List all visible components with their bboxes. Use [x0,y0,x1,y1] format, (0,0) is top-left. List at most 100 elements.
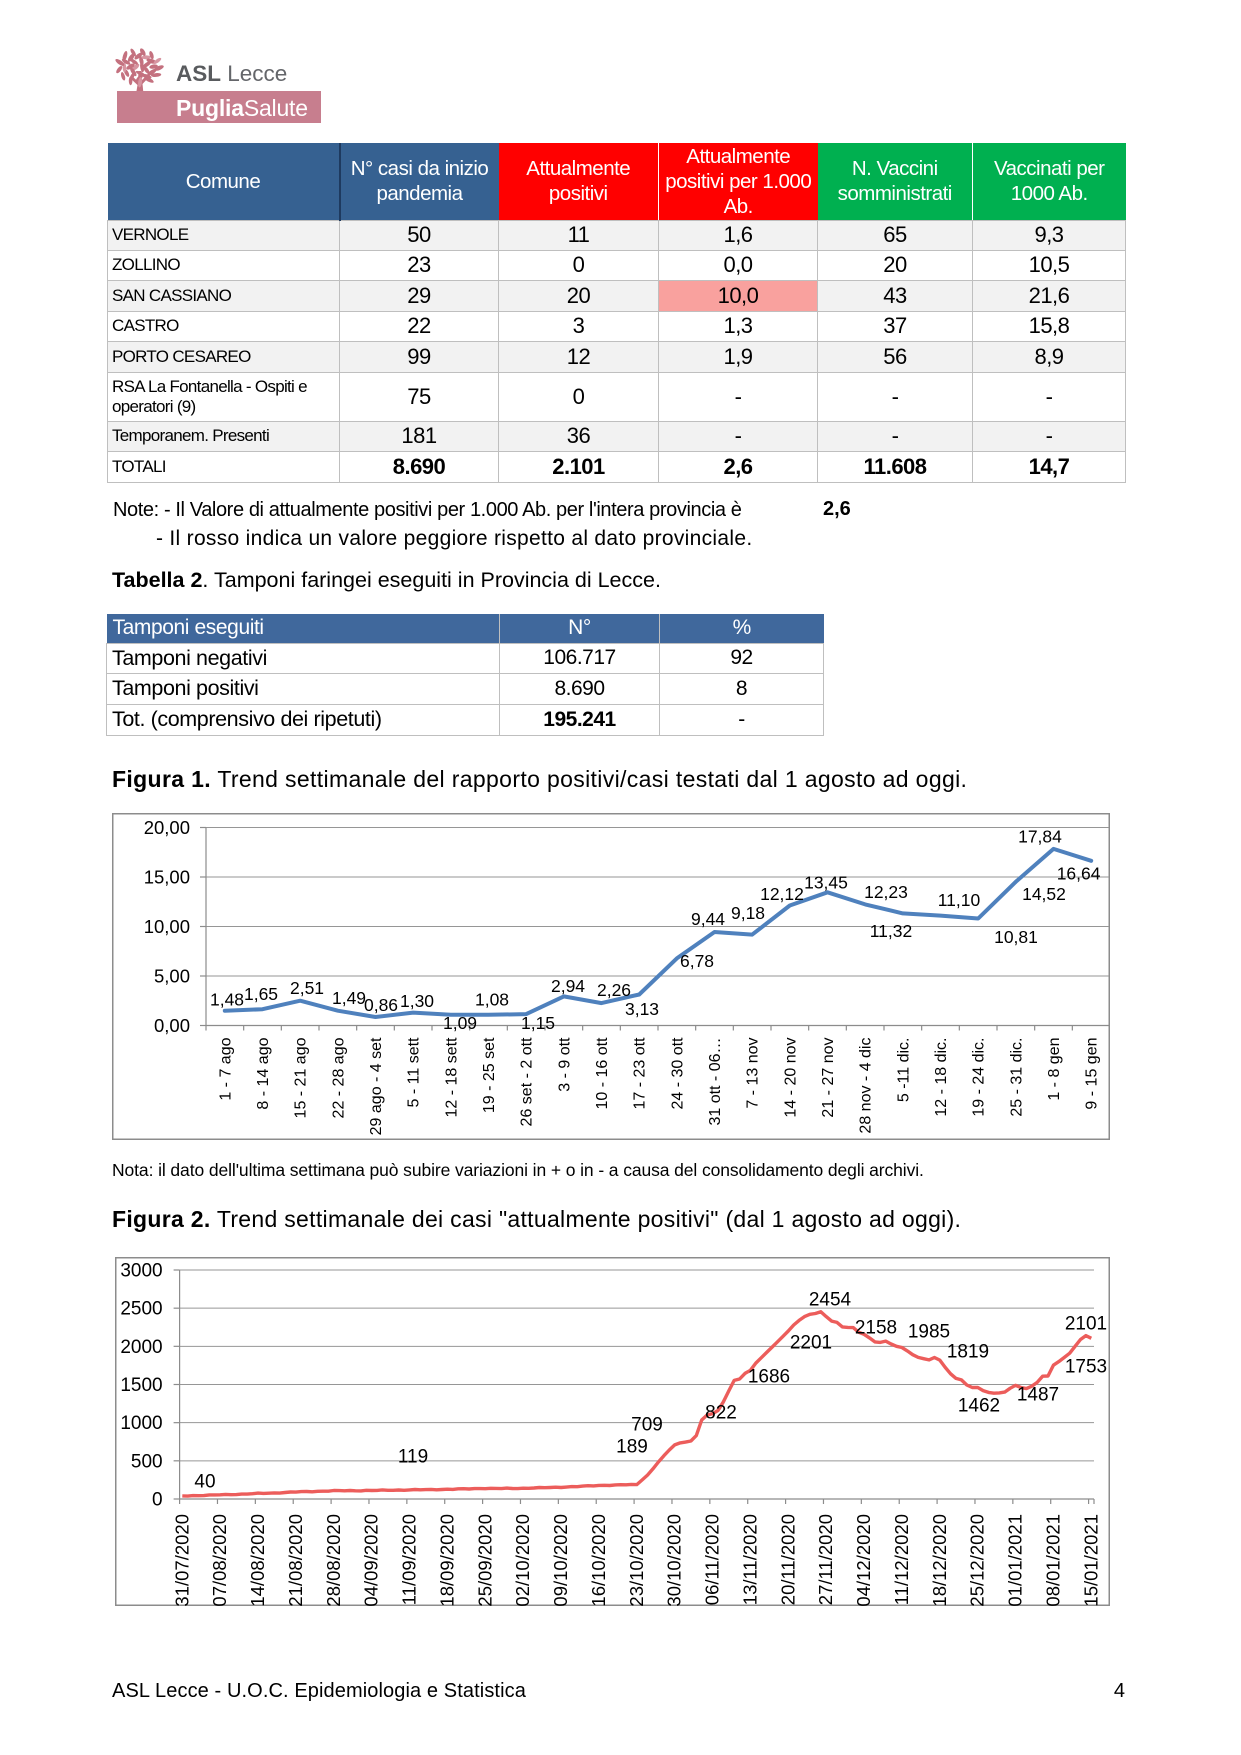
svg-text:5 -11 dic.: 5 -11 dic. [895,1038,912,1103]
svg-text:18/09/2020: 18/09/2020 [436,1514,457,1606]
svg-text:14 - 20 nov: 14 - 20 nov [782,1038,799,1118]
svg-text:9,18: 9,18 [731,903,765,923]
svg-text:25 - 31 dic.: 25 - 31 dic. [1008,1038,1025,1117]
svg-text:15,00: 15,00 [144,867,190,888]
svg-text:9,44: 9,44 [691,909,725,929]
svg-text:1753: 1753 [1065,1357,1107,1378]
svg-text:1,15: 1,15 [521,1013,555,1033]
svg-text:0,00: 0,00 [154,1015,190,1036]
svg-text:13/11/2020: 13/11/2020 [739,1514,760,1605]
svg-text:12,12: 12,12 [760,884,804,904]
svg-text:2454: 2454 [809,1290,852,1311]
svg-text:709: 709 [631,1415,663,1436]
svg-text:0,86: 0,86 [364,995,398,1015]
svg-text:1487: 1487 [1017,1385,1059,1406]
svg-text:2101: 2101 [1065,1314,1107,1335]
svg-text:29 ago - 4 set: 29 ago - 4 set [368,1037,385,1135]
svg-text:2,94: 2,94 [551,976,585,996]
svg-text:06/11/2020: 06/11/2020 [702,1514,723,1605]
svg-text:22 - 28 ago: 22 - 28 ago [330,1037,347,1118]
svg-text:14/08/2020: 14/08/2020 [247,1514,268,1606]
svg-text:17,84: 17,84 [1018,827,1062,847]
svg-text:01/01/2021: 01/01/2021 [1005,1514,1026,1606]
svg-text:1,08: 1,08 [475,990,509,1010]
svg-text:23/10/2020: 23/10/2020 [626,1514,647,1606]
svg-text:1462: 1462 [958,1396,1000,1417]
svg-text:28 nov - 4 dic: 28 nov - 4 dic [858,1038,875,1134]
svg-text:08/01/2021: 08/01/2021 [1042,1514,1063,1606]
svg-text:07/08/2020: 07/08/2020 [209,1514,230,1606]
svg-text:5,00: 5,00 [154,966,190,987]
svg-text:19 - 25 set: 19 - 25 set [481,1037,498,1113]
svg-text:28/08/2020: 28/08/2020 [323,1514,344,1606]
svg-text:1985: 1985 [908,1322,950,1343]
svg-text:7 - 13 nov: 7 - 13 nov [745,1038,762,1109]
svg-text:1 - 7 ago: 1 - 7 ago [217,1037,234,1100]
svg-text:13,45: 13,45 [804,873,848,893]
svg-text:1,48: 1,48 [210,990,244,1010]
svg-text:16,64: 16,64 [1057,863,1101,883]
svg-text:21 - 27 nov: 21 - 27 nov [820,1038,837,1118]
svg-text:11,32: 11,32 [870,921,913,941]
svg-text:2201: 2201 [790,1333,832,1354]
svg-text:20,00: 20,00 [144,817,190,838]
svg-text:1 - 8 gen: 1 - 8 gen [1046,1038,1063,1101]
svg-text:02/10/2020: 02/10/2020 [512,1514,533,1606]
svg-text:11,10: 11,10 [938,890,981,910]
svg-text:3 - 9 ott: 3 - 9 ott [556,1037,573,1092]
svg-text:189: 189 [616,1437,648,1458]
svg-text:1000: 1000 [120,1413,162,1434]
svg-text:2,26: 2,26 [597,980,631,1000]
svg-text:12,23: 12,23 [864,882,908,902]
svg-text:9 - 15 gen: 9 - 15 gen [1084,1038,1101,1110]
svg-text:11/09/2020: 11/09/2020 [399,1514,420,1605]
svg-text:25/09/2020: 25/09/2020 [474,1514,495,1606]
svg-text:04/09/2020: 04/09/2020 [361,1514,382,1606]
svg-text:2,51: 2,51 [290,978,324,998]
svg-text:12 - 18 dic.: 12 - 18 dic. [933,1038,950,1117]
svg-text:15 - 21 ago: 15 - 21 ago [293,1037,310,1118]
svg-text:30/10/2020: 30/10/2020 [664,1514,685,1606]
svg-text:2500: 2500 [120,1299,162,1320]
svg-text:500: 500 [131,1451,163,1472]
svg-text:10 - 16 ott: 10 - 16 ott [594,1037,611,1110]
svg-text:09/10/2020: 09/10/2020 [550,1514,571,1606]
svg-text:12 - 18 sett: 12 - 18 sett [443,1037,460,1118]
svg-text:31 ott - 06…: 31 ott - 06… [707,1038,724,1126]
svg-text:6,78: 6,78 [680,951,714,971]
svg-text:1686: 1686 [748,1367,790,1388]
svg-text:16/10/2020: 16/10/2020 [588,1514,609,1606]
svg-text:1819: 1819 [947,1342,989,1363]
svg-text:1,49: 1,49 [332,988,366,1008]
svg-text:27/11/2020: 27/11/2020 [815,1514,836,1605]
svg-text:1500: 1500 [120,1375,162,1396]
svg-text:15/01/2021: 15/01/2021 [1080,1514,1101,1606]
svg-text:11/12/2020: 11/12/2020 [891,1514,912,1605]
svg-text:19 - 24 dic.: 19 - 24 dic. [971,1038,988,1117]
svg-text:10,00: 10,00 [144,916,190,937]
svg-text:1,09: 1,09 [443,1013,477,1033]
svg-text:21/08/2020: 21/08/2020 [285,1514,306,1606]
svg-text:8 - 14 ago: 8 - 14 ago [255,1037,272,1109]
svg-text:20/11/2020: 20/11/2020 [777,1514,798,1605]
svg-text:17 - 23 ott: 17 - 23 ott [632,1037,649,1110]
svg-text:24 - 30 ott: 24 - 30 ott [669,1037,686,1110]
svg-text:5 - 11 sett: 5 - 11 sett [406,1037,423,1108]
svg-text:1,65: 1,65 [244,984,278,1004]
svg-text:2000: 2000 [120,1337,162,1358]
svg-text:40: 40 [194,1472,215,1493]
svg-text:0: 0 [152,1490,163,1511]
svg-text:31/07/2020: 31/07/2020 [171,1514,192,1606]
svg-text:18/12/2020: 18/12/2020 [929,1514,950,1606]
svg-text:822: 822 [705,1403,737,1424]
svg-text:10,81: 10,81 [994,927,1038,947]
svg-text:26 set - 2 ott: 26 set - 2 ott [519,1037,536,1126]
svg-text:1,30: 1,30 [400,991,434,1011]
svg-text:14,52: 14,52 [1022,884,1066,904]
svg-text:3000: 3000 [120,1261,162,1282]
svg-text:2158: 2158 [855,1318,897,1339]
svg-text:04/12/2020: 04/12/2020 [853,1514,874,1606]
svg-text:3,13: 3,13 [625,999,659,1019]
svg-text:119: 119 [398,1447,428,1468]
svg-text:25/12/2020: 25/12/2020 [967,1514,988,1606]
